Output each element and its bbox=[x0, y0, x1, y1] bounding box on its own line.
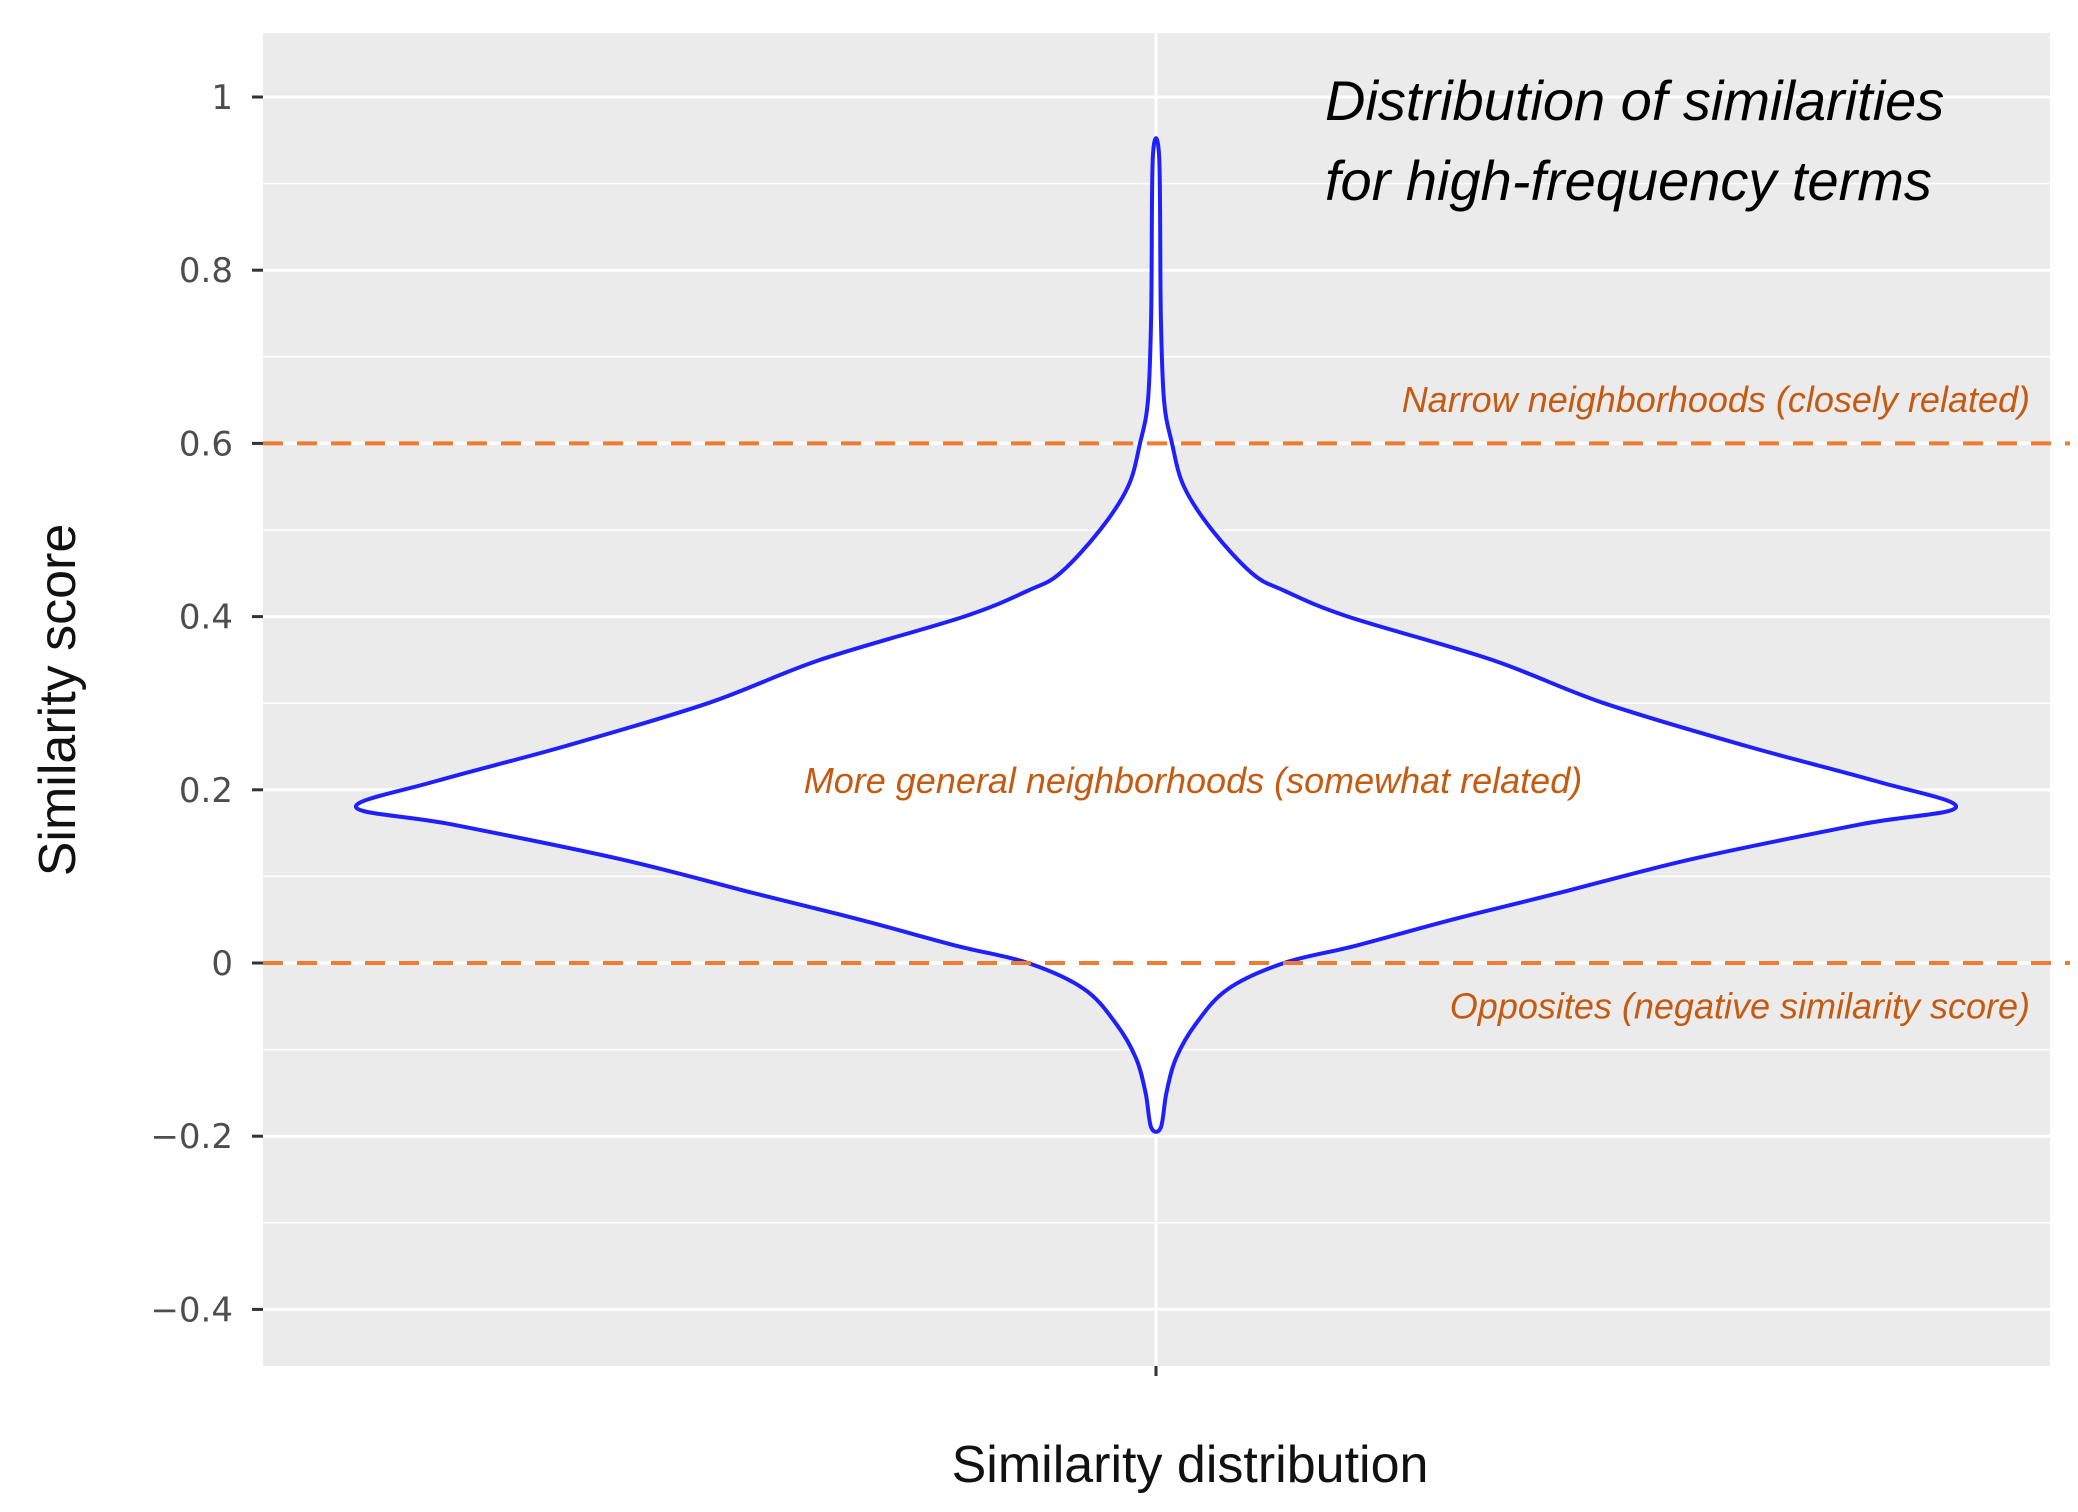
annotation-opposites: Opposites (negative similarity score) bbox=[1450, 985, 2030, 1026]
x-axis-title: Similarity distribution bbox=[952, 1436, 1429, 1494]
y-axis-ticks: 1 0.8 0.6 0.4 0.2 0 −0.2 −0.4 bbox=[150, 78, 263, 1330]
annotation-general-neighborhoods: More general neighborhoods (somewhat rel… bbox=[804, 760, 1582, 801]
y-tick-label: 0.4 bbox=[179, 598, 233, 638]
y-tick-label: 0.6 bbox=[179, 424, 233, 464]
chart-title-line-2: for high-frequency terms bbox=[1325, 149, 1932, 212]
violin-layer bbox=[354, 136, 1958, 1134]
y-tick-label: 1 bbox=[211, 78, 233, 118]
y-tick-label: 0.8 bbox=[179, 251, 233, 291]
y-tick-label: 0 bbox=[211, 944, 233, 984]
reference-lines bbox=[263, 441, 2070, 965]
y-tick-label: −0.4 bbox=[150, 1290, 233, 1330]
annotation-narrow-neighborhoods: Narrow neighborhoods (closely related) bbox=[1402, 379, 2030, 420]
violin-body bbox=[354, 136, 1958, 1134]
y-axis-title: Similarity score bbox=[29, 524, 87, 877]
y-tick-label: 0.2 bbox=[179, 771, 233, 811]
y-tick-label: −0.2 bbox=[150, 1117, 233, 1157]
chart-title-line-1: Distribution of similarities bbox=[1325, 69, 1944, 132]
